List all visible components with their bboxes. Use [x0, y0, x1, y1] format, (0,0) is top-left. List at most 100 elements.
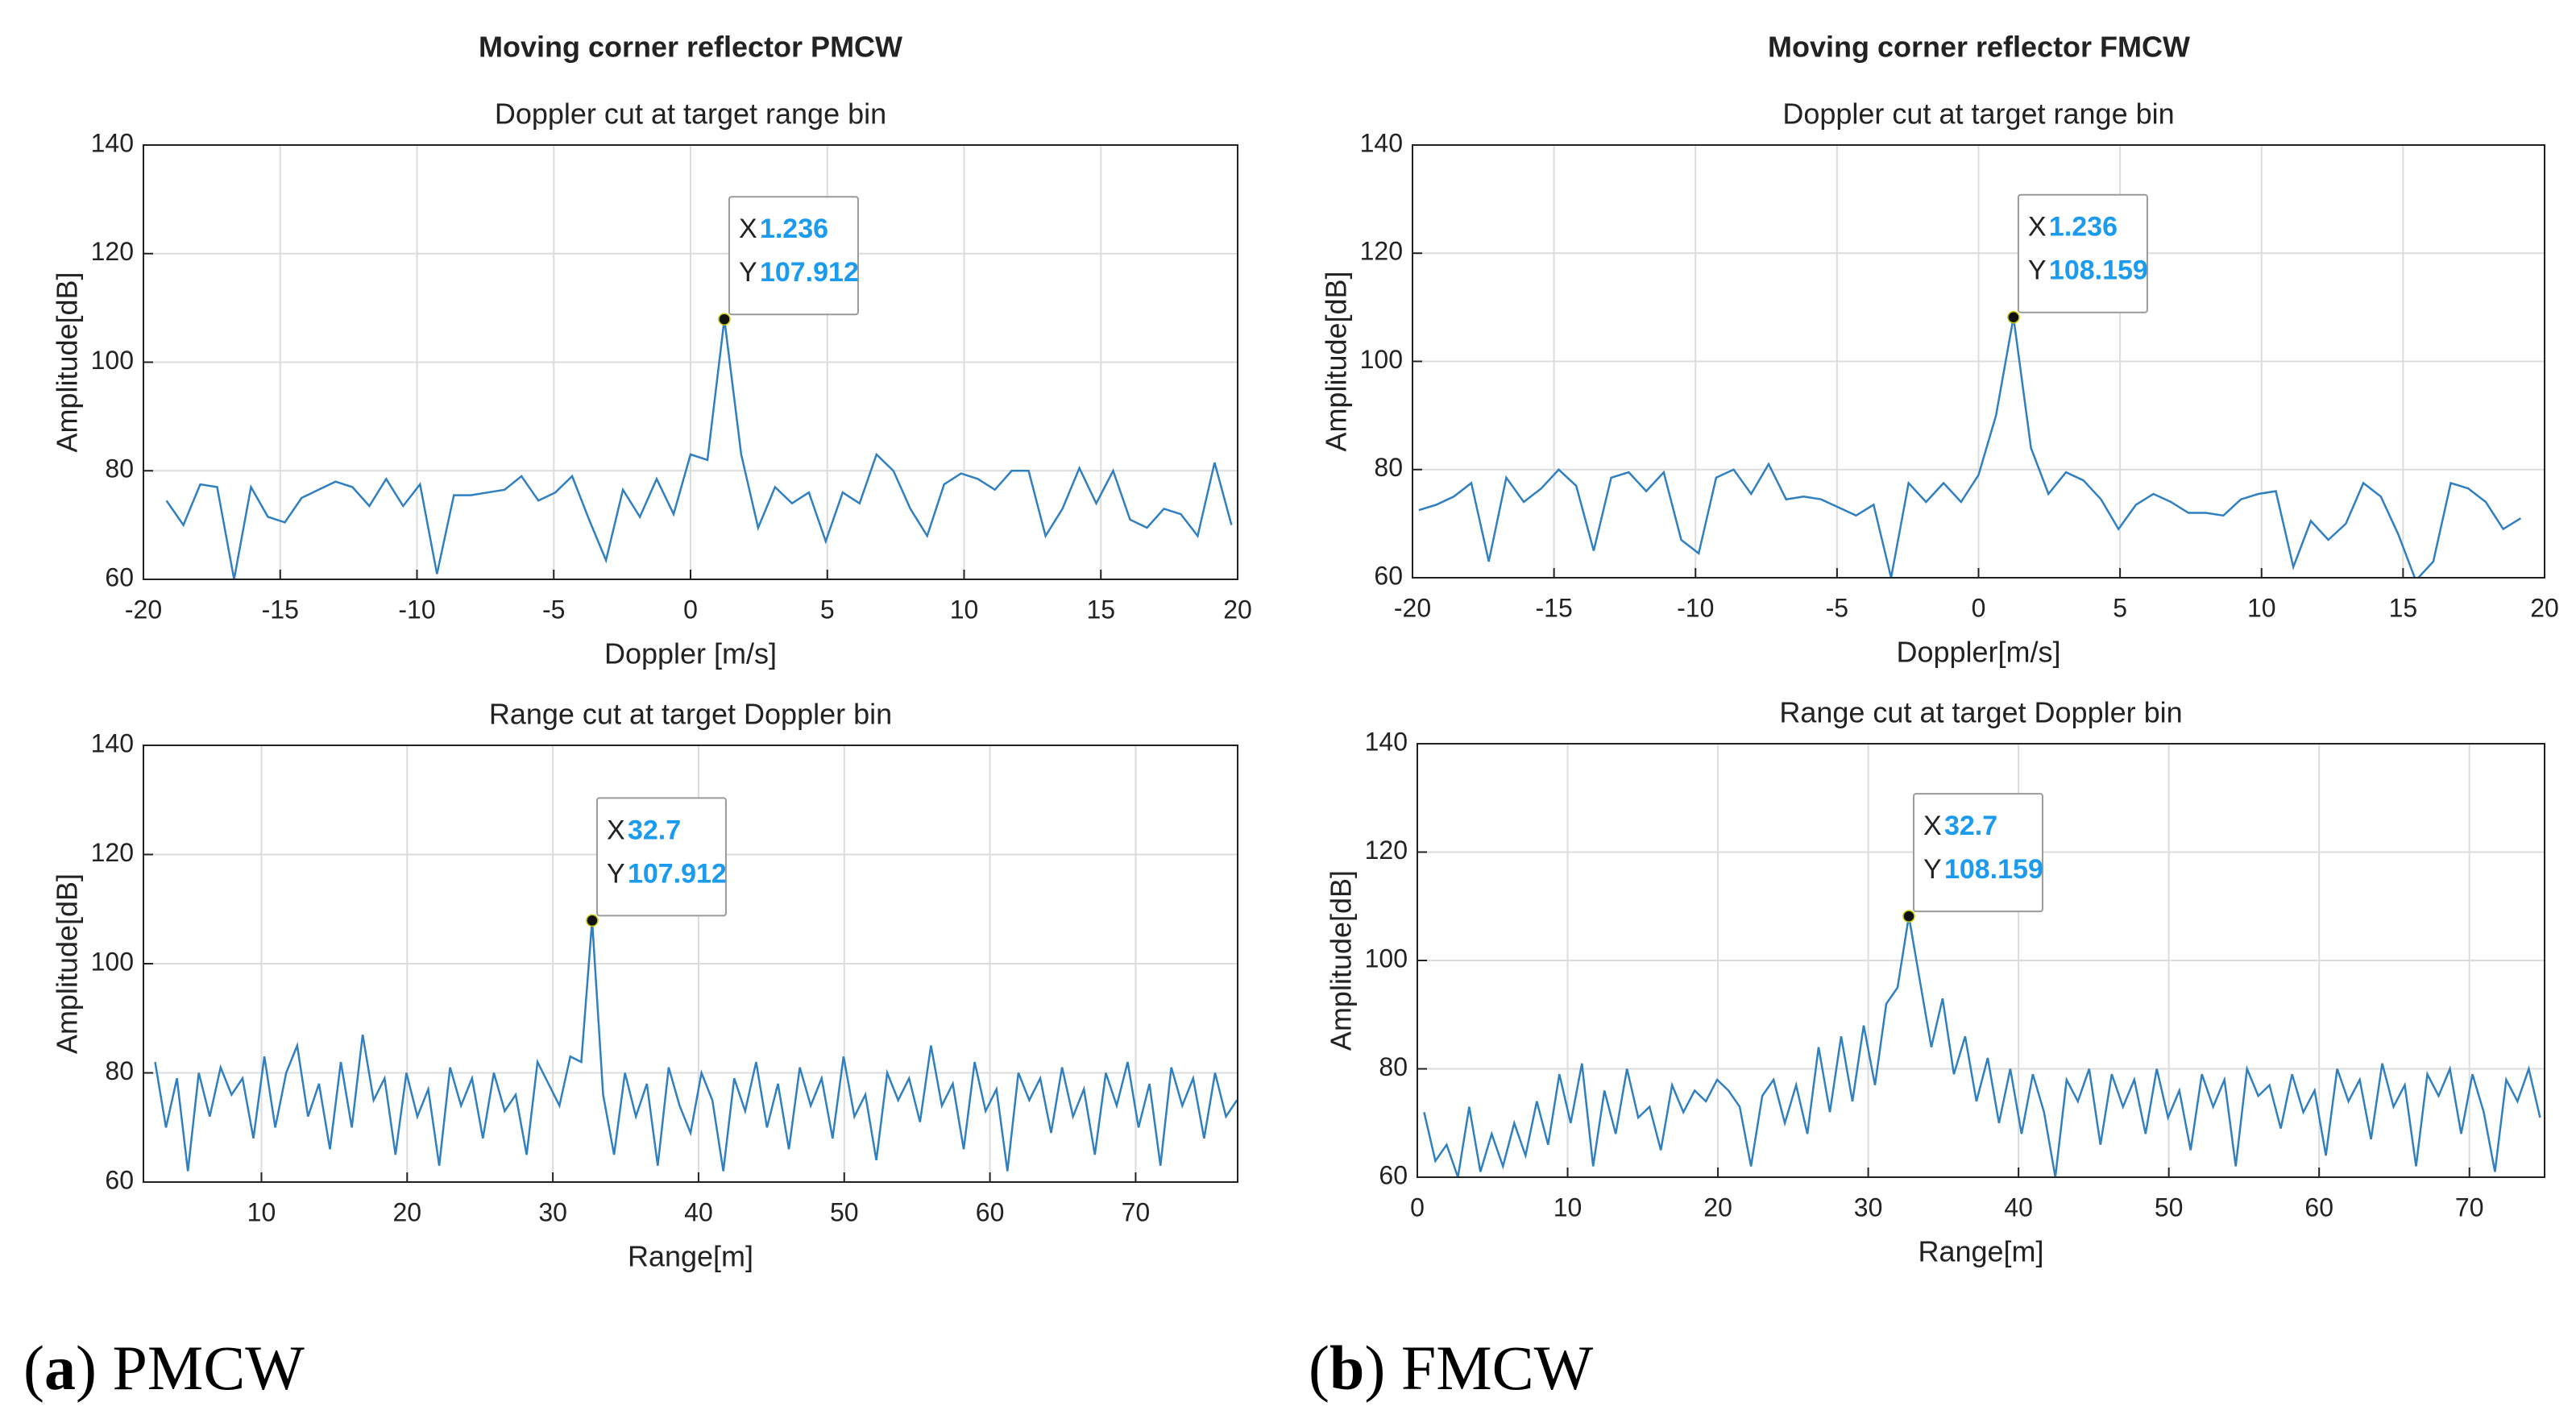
y-axis-label: Amplitude[dB]: [51, 873, 84, 1054]
subplot: 60 80 100 120 140 0 10 20 30 40 50 60 70 Range cut at…: [1325, 696, 2545, 1268]
x-tick-label: 10: [950, 595, 979, 624]
data-line: [1418, 317, 2522, 578]
x-axis-label: Range[m]: [628, 1240, 753, 1273]
datatip-key: Y: [2028, 255, 2047, 286]
y-axis-label: Amplitude[dB]: [1325, 870, 1358, 1051]
subplot-title: Doppler cut at target range bin: [495, 97, 886, 131]
x-tick-label: -20: [125, 595, 162, 624]
datatip-marker: [718, 313, 731, 326]
y-tick-label: 80: [105, 1056, 134, 1085]
subplot-title: Range cut at target Doppler bin: [489, 698, 892, 731]
datatip-key: Y: [607, 858, 625, 889]
x-axis-label: Doppler[m/s]: [1896, 636, 2060, 669]
x-axis-label: Range[m]: [1918, 1235, 2043, 1268]
y-tick-label: 140: [91, 728, 134, 757]
datatip-box: [2017, 193, 2148, 313]
datatip-marker: [586, 914, 599, 927]
datatip-value: 107.912: [760, 257, 859, 288]
axes-box: [1417, 743, 2545, 1178]
datatip-value: 1.236: [760, 214, 828, 244]
subplot-title: Range cut at target Doppler bin: [1779, 696, 2182, 729]
y-tick-label: 100: [1360, 345, 1403, 374]
x-tick-label: 10: [247, 1197, 276, 1226]
y-tick-label: 60: [1379, 1160, 1408, 1189]
subplot: 60 80 100 120 140 10 20 30 40 50 60 70 Range cut at …: [51, 698, 1238, 1273]
datatip-box: [728, 196, 859, 316]
subplot: 60 80 100 120 140 -20 -15 -10 -5 0 5 10 15 20 Doppler …: [1320, 97, 2559, 669]
x-tick-label: 50: [2155, 1193, 2184, 1222]
x-tick-label: -5: [1826, 593, 1848, 622]
panel-caption: (a) PMCW: [23, 1333, 305, 1403]
datatip-key: X: [739, 214, 757, 244]
y-tick-label: 140: [1360, 128, 1403, 157]
caption-part: (: [1309, 1333, 1329, 1403]
datatip-value: 107.912: [628, 858, 727, 889]
datatip-value: 108.159: [2049, 255, 2148, 286]
x-tick-label: 20: [1703, 1193, 1732, 1222]
datatip-key: X: [607, 815, 625, 845]
y-tick-label: 60: [105, 562, 134, 591]
axes-box: [143, 144, 1238, 580]
x-tick-label: 20: [392, 1197, 421, 1226]
y-tick-label: 140: [1365, 727, 1408, 756]
y-tick-label: 100: [1365, 944, 1408, 973]
y-tick-label: 80: [1379, 1052, 1408, 1081]
panel-caption: (b) FMCW: [1309, 1333, 1594, 1403]
x-tick-label: -15: [262, 595, 299, 624]
x-tick-label: 15: [2389, 593, 2418, 622]
y-tick-label: 60: [1374, 561, 1403, 590]
datatip-value: 32.7: [628, 815, 681, 845]
x-tick-label: -5: [542, 595, 565, 624]
caption-part: (: [23, 1333, 44, 1403]
x-tick-label: 70: [2455, 1193, 2484, 1222]
datatip-key: Y: [739, 257, 757, 288]
datatip-value: 1.236: [2049, 212, 2118, 243]
subplot: 60 80 100 120 140 -20 -15 -10 -5 0 5 10 15 20 Doppler …: [51, 97, 1252, 670]
axes-box: [143, 745, 1238, 1183]
y-tick-label: 60: [105, 1165, 134, 1194]
data-line: [1423, 915, 2541, 1177]
x-tick-label: 5: [2113, 593, 2127, 622]
y-tick-label: 140: [91, 128, 134, 157]
axes-box: [1412, 144, 2545, 579]
datatip-key: X: [2028, 212, 2047, 243]
x-tick-label: 20: [1223, 595, 1252, 624]
datatip-value: 32.7: [1944, 811, 1997, 841]
x-axis-label: Doppler [m/s]: [604, 637, 777, 670]
x-tick-label: 0: [683, 595, 698, 624]
datatip-key: Y: [1923, 854, 1942, 885]
subplot-title: Doppler cut at target range bin: [1782, 97, 2174, 131]
panel-title: Moving corner reflector PMCW: [479, 31, 902, 64]
x-tick-label: 50: [830, 1197, 859, 1226]
y-tick-label: 100: [91, 947, 134, 976]
x-tick-label: 60: [976, 1197, 1005, 1226]
panel-title: Moving corner reflector FMCW: [1768, 31, 2190, 64]
caption-part: ) FMCW: [1364, 1333, 1593, 1403]
y-axis-label: Amplitude[dB]: [1320, 271, 1353, 451]
x-tick-label: -10: [398, 595, 435, 624]
y-tick-label: 100: [91, 346, 134, 375]
data-line: [154, 920, 1238, 1172]
y-tick-label: 120: [91, 237, 134, 266]
x-tick-label: 20: [2530, 593, 2559, 622]
x-tick-label: -20: [1394, 593, 1431, 622]
datatip-value: 108.159: [1944, 854, 2043, 885]
x-tick-label: 30: [1854, 1193, 1883, 1222]
x-tick-label: 40: [684, 1197, 713, 1226]
x-tick-label: -15: [1536, 593, 1573, 622]
y-tick-label: 120: [1365, 836, 1408, 865]
datatip-box: [1912, 793, 2043, 913]
y-tick-label: 80: [105, 454, 134, 483]
caption-part: b: [1329, 1333, 1364, 1403]
x-tick-label: 40: [2004, 1193, 2033, 1222]
y-tick-label: 80: [1374, 453, 1403, 482]
datatip-key: X: [1923, 811, 1942, 841]
x-tick-label: 10: [1553, 1193, 1583, 1222]
y-axis-label: Amplitude[dB]: [51, 272, 84, 452]
x-tick-label: 0: [1410, 1193, 1425, 1222]
x-tick-label: 5: [820, 595, 835, 624]
x-tick-label: -10: [1677, 593, 1714, 622]
datatip-marker: [2007, 310, 2020, 324]
datatip-box: [595, 797, 727, 917]
